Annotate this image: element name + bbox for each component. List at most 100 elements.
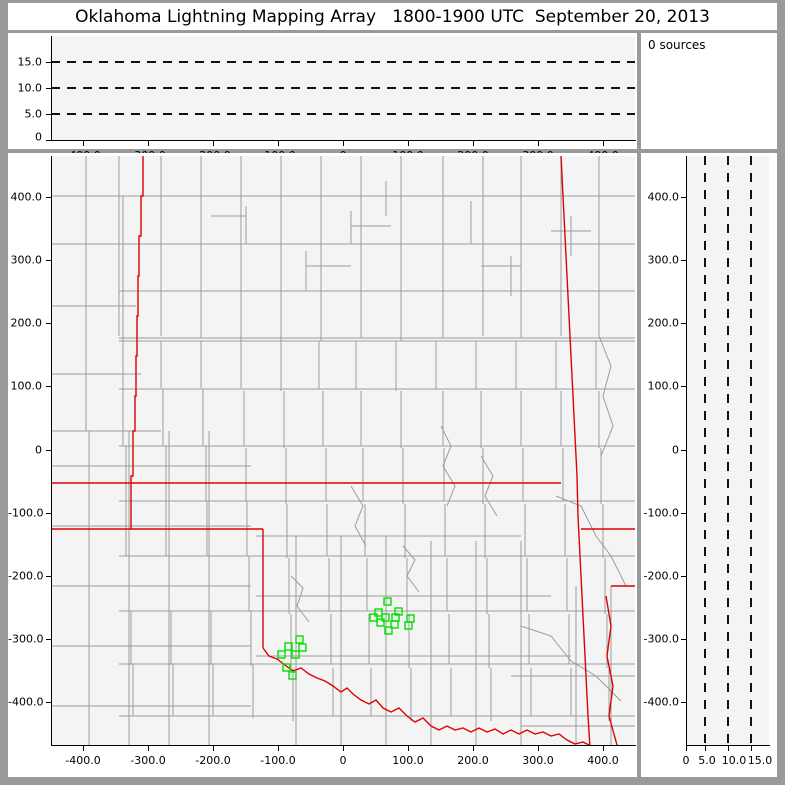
time-height-x-axis [51,140,636,141]
map-tick-y-200 [46,323,51,324]
map-tick-x-m200 [213,746,214,751]
map-xlabel-0: 0 [339,754,347,767]
time-height-ylabel-5: 5.0 [24,107,43,121]
time-height-panel[interactable]: 0 5.0 10.0 15.0 -400.0 -300.0 -200.0 -10… [8,33,637,162]
altcount-tick-y-m200 [681,576,686,577]
altcount-xlabel-15: 15.0 [747,754,773,767]
plan-view-map-panel[interactable]: 400.0 300.0 200.0 100.0 0 -100.0 -200.0 … [8,153,637,777]
altcount-tick-y-m300 [681,639,686,640]
time-height-plot-area[interactable] [51,36,635,140]
map-xlabel-300: 300.0 [522,754,554,767]
altcount-ylabel-200: 200.0 [647,316,680,330]
page-title: Oklahoma Lightning Mapping Array 1800-19… [75,6,710,27]
map-tick-x-m100 [278,746,279,751]
map-tick-y-0 [46,450,51,451]
map-ylabel-200: 200.0 [10,316,43,330]
altcount-tick-y-0 [681,450,686,451]
time-height-y-axis [51,36,52,140]
altcount-tick-y-m100 [681,513,686,514]
county-boundaries [51,156,635,745]
map-tick-x-100 [408,746,409,751]
title-bar: Oklahoma Lightning Mapping Array 1800-19… [8,3,777,30]
tick-x-m400 [83,141,84,146]
tick-x-m300 [148,141,149,146]
tick-x-m200 [213,141,214,146]
map-ylabel-100: 100.0 [10,379,43,393]
altcount-tick-x-10 [728,746,729,751]
tick-x-400 [603,141,604,146]
map-tick-y-m100 [46,513,51,514]
map-tick-x-200 [473,746,474,751]
altcount-ylabel-m100: -100.0 [643,506,679,520]
tick-y-5 [46,114,51,115]
tick-x-m100 [278,141,279,146]
map-tick-y-m400 [46,702,51,703]
altcount-xlabel-10: 10.0 [721,754,747,767]
map-ylabel-m200: -200.0 [8,569,44,583]
altcount-ylabel-100: 100.0 [647,379,680,393]
altcount-ylabel-m400: -400.0 [643,695,679,709]
tick-y-0 [46,140,51,141]
tick-y-15 [46,62,51,63]
map-tick-y-300 [46,260,51,261]
time-height-ylabel-10: 10.0 [17,81,43,95]
map-tick-x-300 [538,746,539,751]
vhf-source-markers [277,597,415,680]
map-xlabel-400: 400.0 [587,754,619,767]
map-ylabel-m100: -100.0 [8,506,44,520]
altcount-tick-y-m400 [681,702,686,703]
altcount-ylabel-300: 300.0 [647,253,680,267]
map-plot-area[interactable] [51,156,635,745]
map-xlabel-m100: -100.0 [260,754,296,767]
altcount-ylabel-400: 400.0 [647,190,680,204]
tick-x-100 [408,141,409,146]
altcount-tick-x-15 [751,746,752,751]
altcount-tick-x-5 [705,746,706,751]
map-xlabel-m300: -300.0 [130,754,166,767]
map-tick-x-m400 [83,746,84,751]
altcount-xlabel-0: 0 [682,754,690,767]
state-boundaries [51,156,635,745]
time-height-ylabel-0: 0 [35,130,42,144]
altitude-count-gridlines [704,156,752,745]
map-y-axis [51,156,52,745]
altcount-ylabel-m300: -300.0 [643,632,679,646]
source-count-panel[interactable]: 0 sources [641,33,777,149]
time-height-gridlines [51,61,635,115]
map-xlabel-100: 100.0 [392,754,424,767]
altcount-y-axis [686,156,687,745]
altcount-x-axis [686,745,770,746]
tick-x-200 [473,141,474,146]
altitude-count-plot-area[interactable] [686,156,769,745]
map-tick-x-400 [603,746,604,751]
map-xlabel-200: 200.0 [457,754,489,767]
altcount-ylabel-m200: -200.0 [643,569,679,583]
tick-x-0 [343,141,344,146]
map-xlabel-m200: -200.0 [195,754,231,767]
map-x-axis [51,745,636,746]
altitude-count-svg [704,156,752,745]
map-ylabel-0: 0 [35,443,42,457]
map-ylabel-m400: -400.0 [8,695,44,709]
map-ylabel-300: 300.0 [10,253,43,267]
map-tick-x-0 [343,746,344,751]
altcount-tick-x-0 [686,746,687,751]
map-ylabel-400: 400.0 [10,190,43,204]
altcount-tick-y-200 [681,323,686,324]
altcount-tick-y-300 [681,260,686,261]
map-tick-y-m200 [46,576,51,577]
map-tick-y-400 [46,197,51,198]
altcount-xlabel-5: 5.0 [698,754,716,767]
map-xlabel-m400: -400.0 [65,754,101,767]
tick-y-10 [46,88,51,89]
map-tick-y-m300 [46,639,51,640]
altitude-count-panel[interactable]: 400.0 300.0 200.0 100.0 0 -100.0 -200.0 … [641,153,777,777]
map-ylabel-m300: -300.0 [8,632,44,646]
map-tick-y-100 [46,386,51,387]
time-height-plot-svg [51,61,635,115]
source-count-label: 0 sources [648,38,706,52]
altcount-tick-y-100 [681,386,686,387]
altcount-tick-y-400 [681,197,686,198]
map-svg [51,156,635,745]
